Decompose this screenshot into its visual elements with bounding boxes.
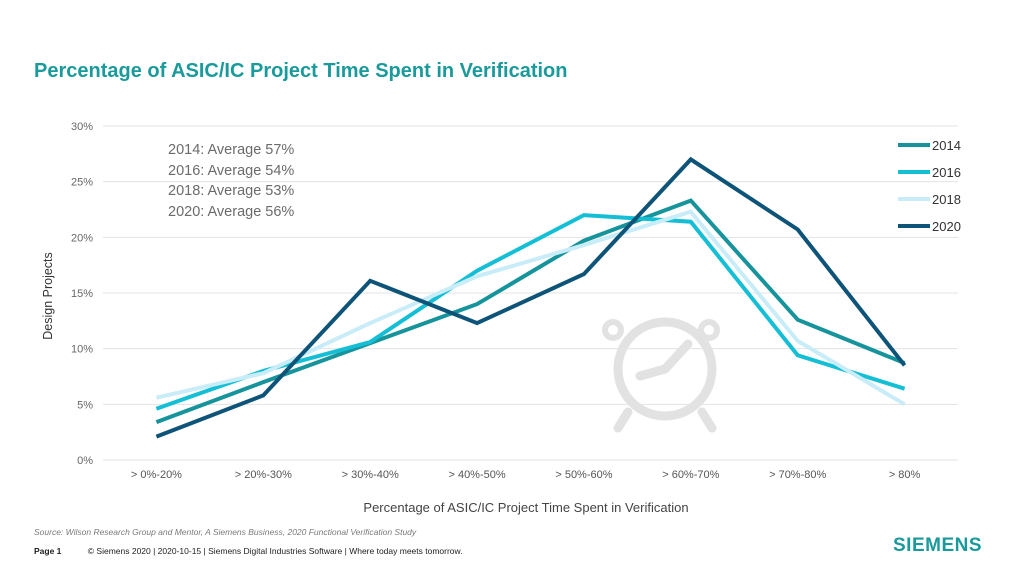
x-tick-label: > 0%-20% (131, 469, 182, 481)
series-lines (155, 156, 907, 439)
source-note: Source: Wilson Research Group and Mentor… (34, 527, 417, 537)
x-axis-label: Percentage of ASIC/IC Project Time Spent… (363, 500, 688, 515)
x-tick-label: > 70%-80% (769, 469, 826, 481)
x-tick-label: > 20%-30% (235, 469, 292, 481)
footer: Page 1 © Siemens 2020 | 2020-10-15 | Sie… (34, 546, 463, 556)
alarm-bell-left (602, 319, 624, 341)
slide-title: Percentage of ASIC/IC Project Time Spent… (34, 60, 568, 82)
averages-box: 2014: Average 57% 2016: Average 54% 2018… (168, 140, 294, 222)
average-2020: 2020: Average 56% (168, 203, 295, 220)
y-tick-label: 10% (71, 344, 93, 356)
y-axis-label: Design Projects (41, 252, 55, 340)
y-tick-label: 0% (77, 455, 93, 467)
page-number: Page 1 (34, 546, 62, 556)
average-2016: 2016: Average 54% (168, 162, 295, 179)
y-tick-label: 20% (71, 232, 93, 244)
legend-label-2014: 2014 (932, 138, 961, 153)
legend-label-2018: 2018 (932, 192, 961, 207)
y-tick-label: 15% (71, 288, 93, 300)
y-tick-label: 30% (71, 121, 93, 133)
y-tick-label: 25% (71, 177, 93, 189)
x-tick-label: > 60%-70% (662, 469, 719, 481)
y-axis-ticks: 0% 5% 10% 15% 20% 25% 30% (71, 121, 93, 467)
legend: 2014 2016 2018 2020 (898, 138, 961, 234)
y-tick-label: 5% (77, 399, 93, 411)
alarm-bell-right (698, 319, 720, 341)
x-tick-label: > 50%-60% (555, 469, 612, 481)
alarm-clock-icon (613, 317, 717, 433)
x-tick-label: > 40%-50% (448, 469, 505, 481)
footer-text: © Siemens 2020 | 2020-10-15 | Siemens Di… (87, 546, 463, 556)
average-2014: 2014: Average 57% (168, 142, 295, 158)
x-axis-ticks: > 0%-20% > 20%-30% > 30%-40% > 40%-50% > 50%… (131, 469, 921, 481)
series-line-2020 (155, 156, 907, 439)
siemens-logo: SIEMENS (893, 535, 983, 556)
legend-label-2016: 2016 (932, 165, 961, 180)
legend-label-2020: 2020 (932, 219, 961, 234)
x-tick-label: > 80% (889, 469, 921, 481)
average-2018: 2018: Average 53% (168, 183, 295, 199)
x-tick-label: > 30%-40% (342, 469, 399, 481)
series-line-2018 (155, 209, 906, 407)
